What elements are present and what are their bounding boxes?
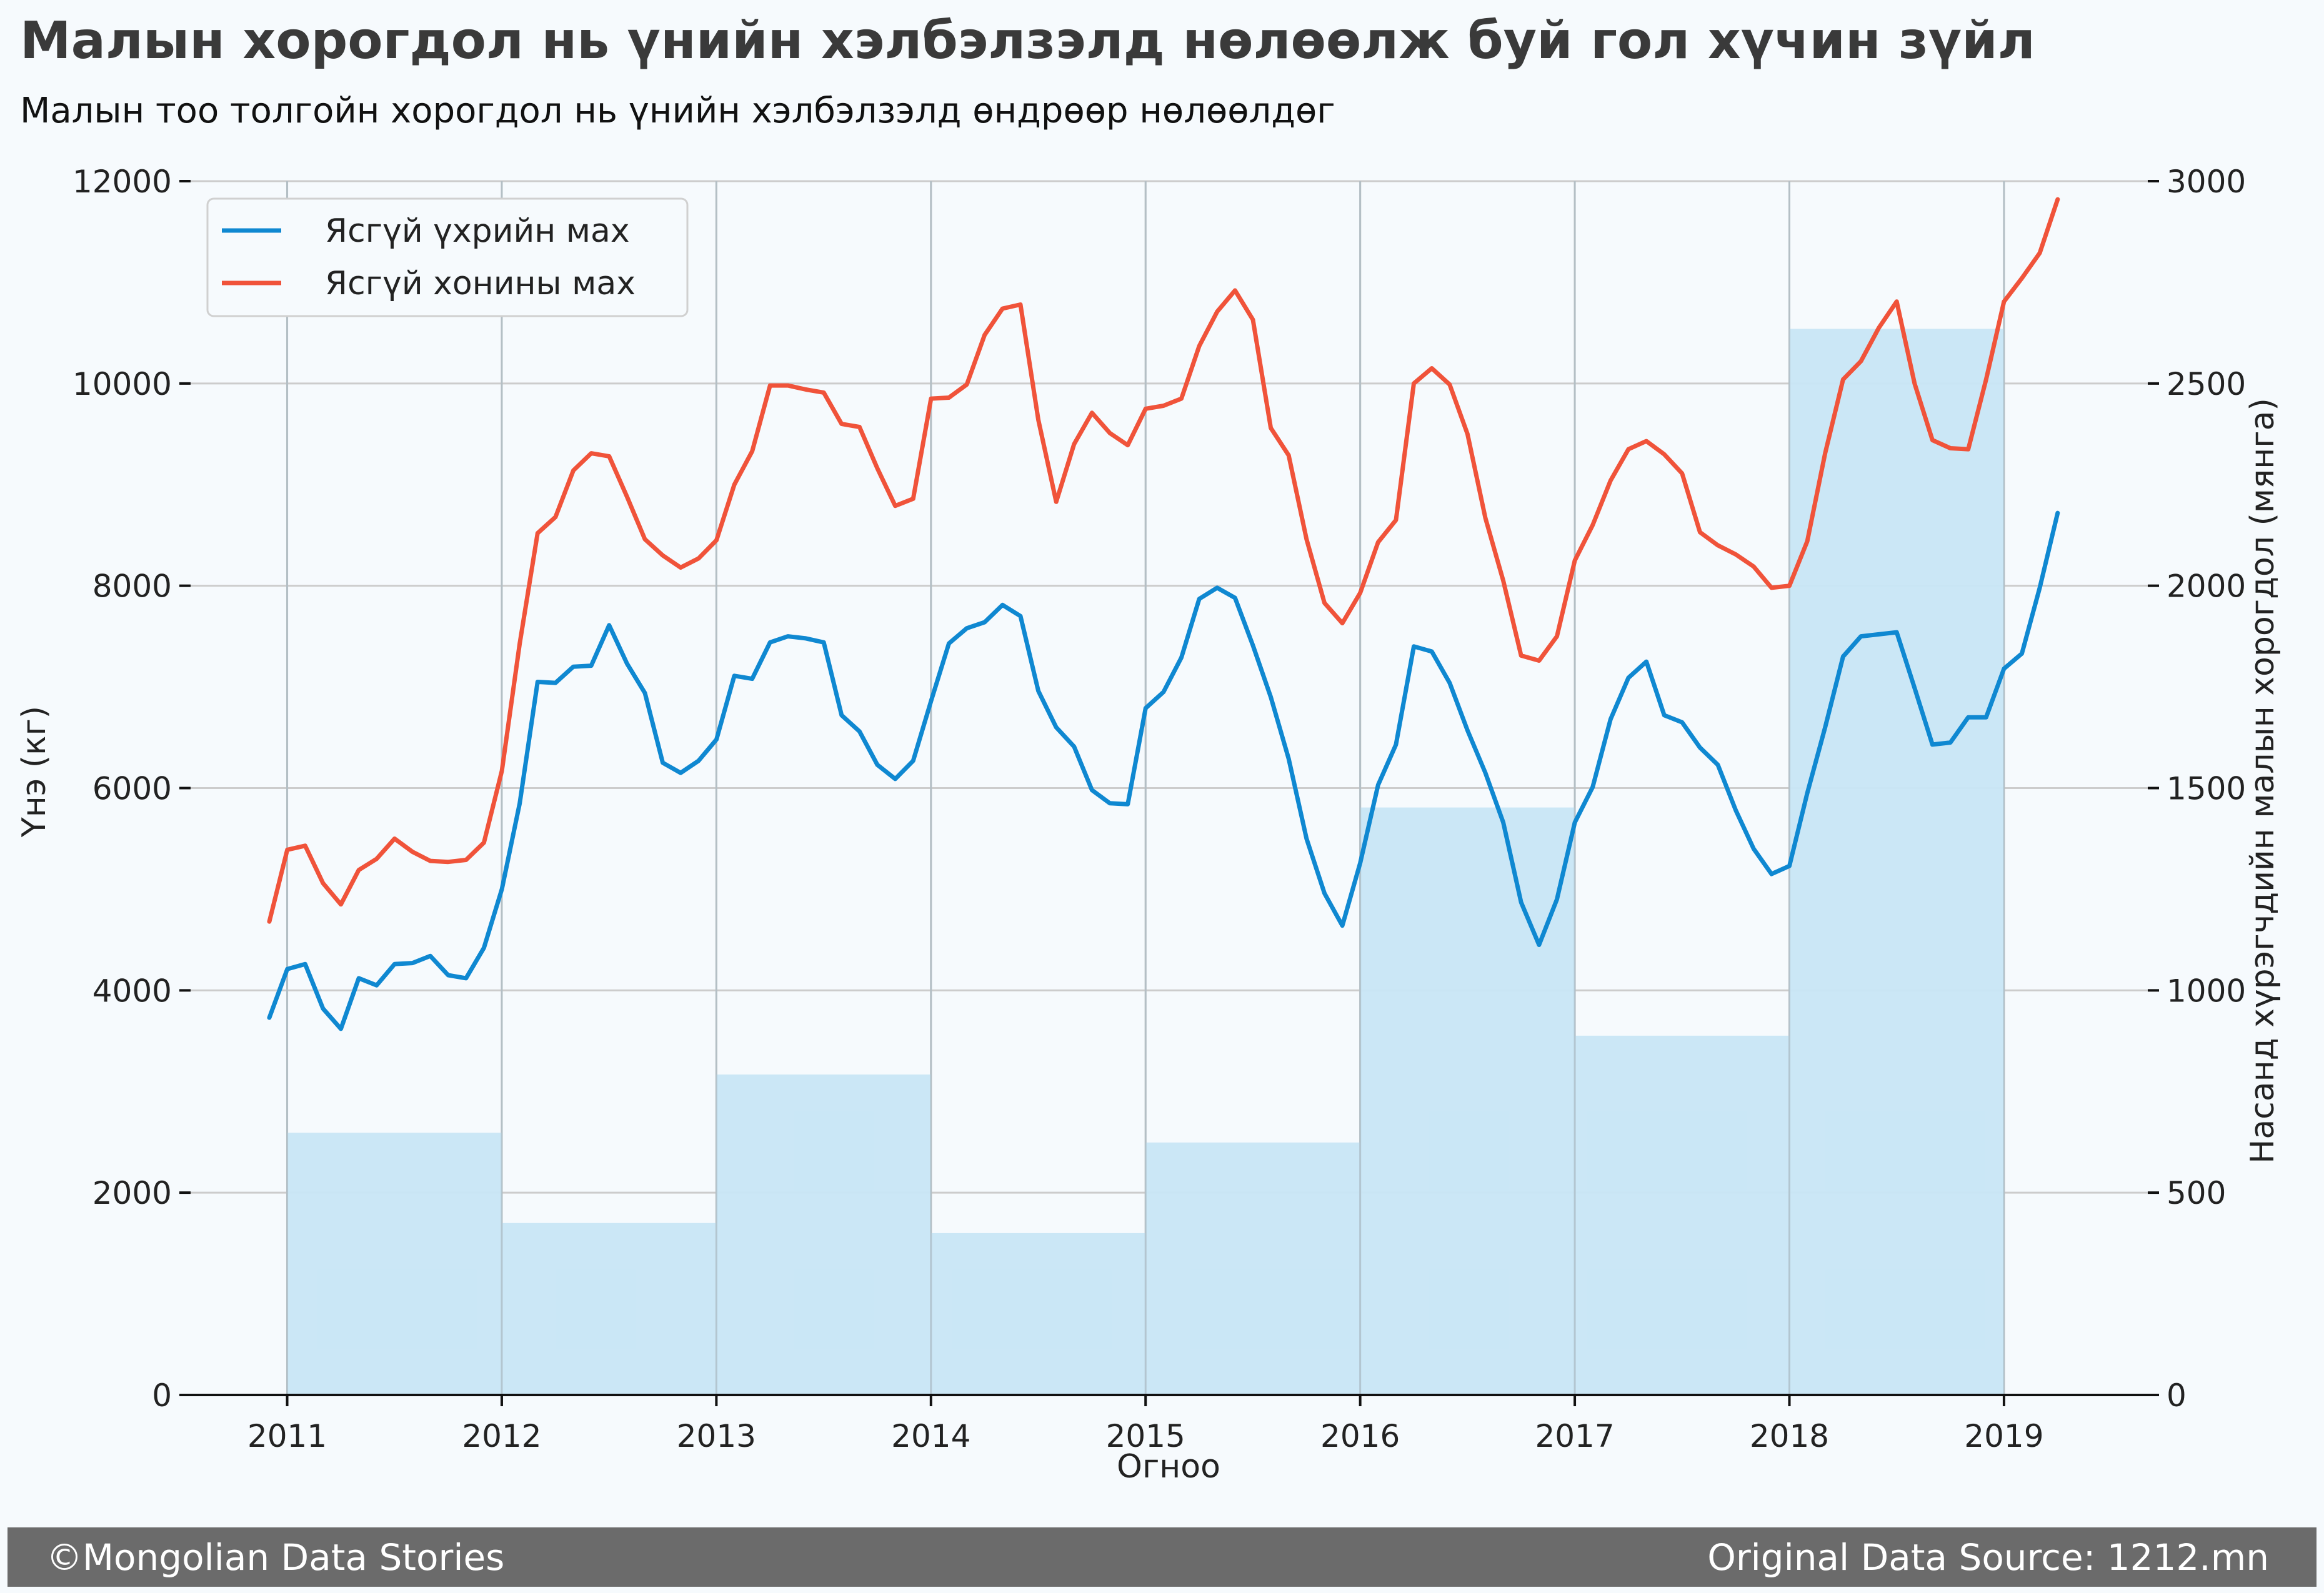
- y-tick-label: 10000: [72, 366, 172, 402]
- mortality-bar-1: [501, 1223, 717, 1395]
- x-tick-label: 2017: [1535, 1418, 1614, 1454]
- footer-source: Original Data Source: 1212.mn: [1707, 1536, 2269, 1579]
- mortality-bar-5: [1360, 807, 1575, 1395]
- legend-label-beef: Ясгүй үхрийн мах: [325, 212, 630, 250]
- y-tick-label: 6000: [92, 771, 172, 807]
- footer-copyright: ©Mongolian Data Stories: [46, 1536, 505, 1579]
- mortality-bar-6: [1575, 1035, 1790, 1395]
- price-lines: [267, 197, 2060, 1031]
- series-line-mutton: [267, 197, 2060, 924]
- mortality-bar-2: [716, 1074, 931, 1395]
- y-tick-label: 4000: [92, 973, 172, 1009]
- y2-tick-label: 3000: [2167, 164, 2246, 200]
- y2-tick-label: 1000: [2167, 973, 2246, 1009]
- chart-title: Малын хорогдол нь үнийн хэлбэлзэлд нөлөө…: [20, 11, 2035, 71]
- x-tick-label: 2019: [1964, 1418, 2043, 1454]
- series-line-beef: [267, 510, 2060, 1031]
- y2-tick-label: 2500: [2167, 366, 2246, 402]
- mortality-bars: [286, 181, 2005, 1395]
- footer-bar: ©Mongolian Data Stories Original Data So…: [7, 1527, 2317, 1587]
- legend-label-mutton: Ясгүй хонины мах: [325, 265, 636, 302]
- y2-tick-label: 2000: [2167, 568, 2246, 605]
- axes: 2011 2012 2013 2014 2015 2016 2017 2018 2019 0 200…: [72, 164, 2246, 1454]
- legend: Ясгүй үхрийн мах Ясгүй хонины мах: [206, 197, 689, 317]
- x-tick-label: 2015: [1106, 1418, 1185, 1454]
- x-tick-label: 2013: [677, 1418, 756, 1454]
- y-tick-label: 8000: [92, 568, 172, 605]
- x-tick-label: 2011: [247, 1418, 327, 1454]
- chart-subtitle: Малын тоо толгойн хорогдол нь үнийн хэлб…: [20, 91, 1335, 131]
- y-tick-label: 2000: [92, 1175, 172, 1211]
- y2-tick-label: 0: [2167, 1377, 2187, 1414]
- y2-tick-label: 1500: [2167, 771, 2246, 807]
- chart: 2011 2012 2013 2014 2015 2016 2017 2018 2019 0 200…: [16, 164, 2282, 1486]
- legend-box: [206, 197, 689, 317]
- x-tick-label: 2016: [1320, 1418, 1400, 1454]
- x-tick-label: 2012: [462, 1418, 541, 1454]
- y2-axis-label: Насанд хүрэгчдийн малын хорогдол (мянга): [2244, 398, 2282, 1164]
- mortality-bar-3: [930, 1233, 1146, 1395]
- y-axis-label: Үнэ (кг): [16, 706, 53, 838]
- x-axis-label: Огноо: [1117, 1448, 1220, 1486]
- y2-tick-label: 500: [2167, 1175, 2226, 1211]
- x-tick-label: 2018: [1750, 1418, 1829, 1454]
- mortality-bar-7: [1789, 329, 2004, 1395]
- mortality-bar-4: [1145, 1142, 1360, 1395]
- y-tick-label: 0: [152, 1377, 172, 1414]
- mortality-bar-0: [287, 1133, 502, 1395]
- y-tick-label: 12000: [72, 164, 172, 200]
- x-tick-label: 2014: [891, 1418, 970, 1454]
